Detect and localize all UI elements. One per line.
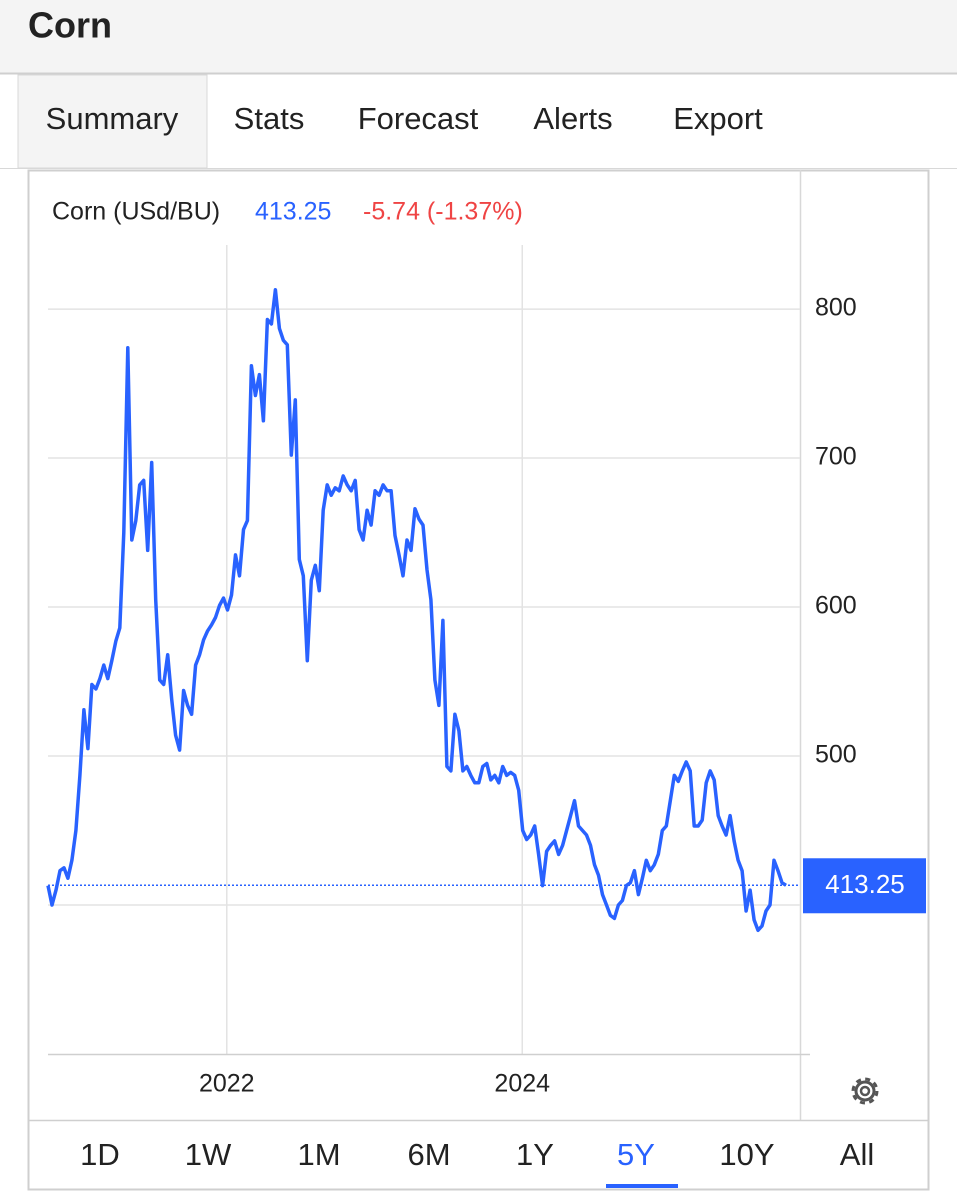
legend-change: -5.74 (-1.37%) <box>363 198 523 226</box>
tab[interactable]: Alerts <box>533 101 612 136</box>
tab-label: Export <box>673 101 763 136</box>
tab-label: Summary <box>46 101 179 136</box>
range-button[interactable]: 1D <box>80 1137 120 1172</box>
range-button[interactable]: 1Y <box>516 1137 554 1172</box>
range-button[interactable]: 1M <box>297 1137 340 1172</box>
y-tick-label: 800 <box>815 294 857 322</box>
x-tick-label: 2024 <box>494 1070 550 1098</box>
x-tick-label: 2022 <box>199 1070 255 1098</box>
range-button[interactable]: 5Y <box>606 1137 678 1188</box>
legend-name: Corn (USd/BU) <box>52 198 220 226</box>
gear-hole <box>859 1085 871 1097</box>
header-bar <box>0 0 957 73</box>
range-active-underline <box>606 1184 678 1188</box>
range-button[interactable]: 1W <box>185 1137 232 1172</box>
range-label: 1D <box>80 1137 120 1172</box>
settings-icon[interactable] <box>851 1077 879 1105</box>
range-button[interactable]: 10Y <box>719 1137 774 1172</box>
tab-active-bg <box>17 74 208 169</box>
range-label: 10Y <box>719 1137 774 1172</box>
tab-label: Stats <box>234 101 305 136</box>
range-button[interactable]: 6M <box>407 1137 450 1172</box>
tab[interactable]: Forecast <box>358 101 479 136</box>
range-label: 6M <box>407 1137 450 1172</box>
range-label: All <box>840 1137 874 1172</box>
range-label: 1Y <box>516 1137 554 1172</box>
price-line <box>46 287 787 933</box>
range-label: 5Y <box>617 1137 655 1172</box>
range-label: 1W <box>185 1137 232 1172</box>
gear-ring <box>854 1080 876 1102</box>
last-price-tag <box>803 858 926 914</box>
chart-frame <box>27 169 930 1191</box>
y-tick-label: 700 <box>815 443 857 471</box>
range-button[interactable]: All <box>840 1137 874 1172</box>
legend-price: 413.25 <box>255 198 331 226</box>
tab[interactable]: Summary <box>17 74 208 169</box>
tab[interactable]: Stats <box>234 101 305 136</box>
tab[interactable]: Export <box>673 101 763 136</box>
y-tick-label: 500 <box>815 741 857 769</box>
page-title: Corn <box>28 5 112 46</box>
gear-teeth <box>851 1077 879 1105</box>
tab-label: Forecast <box>358 101 479 136</box>
tab-label: Alerts <box>533 101 612 136</box>
y-tick-label: 600 <box>815 592 857 620</box>
range-label: 1M <box>297 1137 340 1172</box>
last-price-label: 413.25 <box>825 869 905 899</box>
